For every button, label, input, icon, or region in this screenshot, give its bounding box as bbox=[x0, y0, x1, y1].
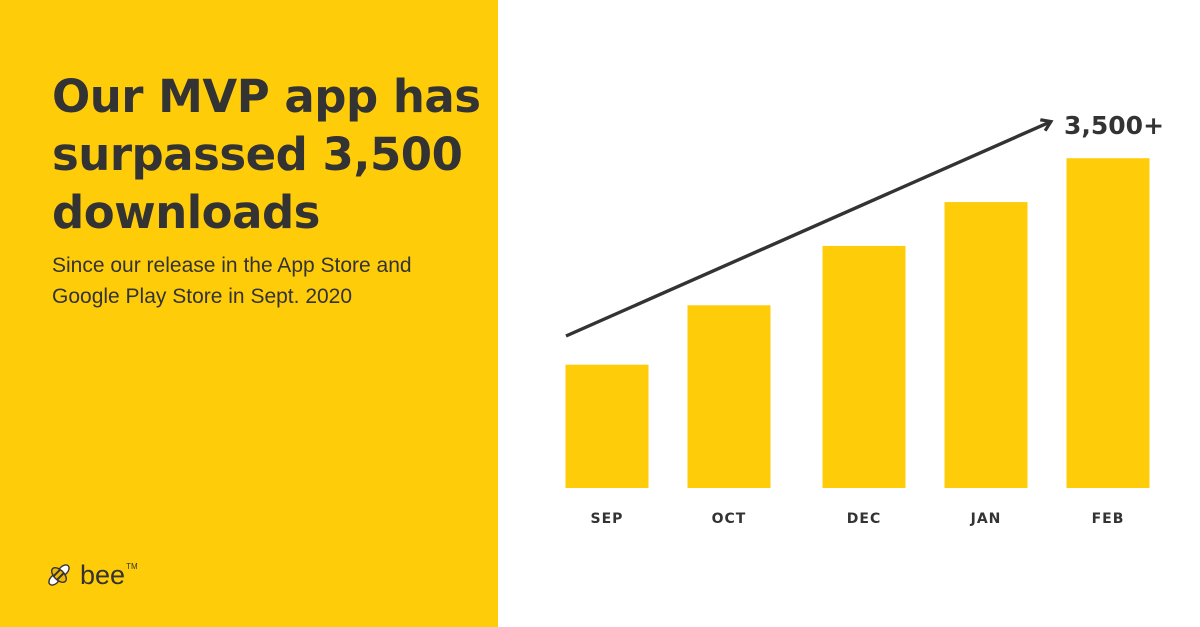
logo-text: bee bbox=[80, 560, 126, 590]
bar-feb bbox=[1066, 158, 1150, 488]
brand-logo: bee TM bbox=[44, 558, 138, 592]
category-label-sep: SEP bbox=[591, 511, 624, 527]
bar-sep bbox=[565, 364, 649, 488]
bee-icon bbox=[48, 564, 70, 586]
downloads-bar-chart: SEP OCT DEC JAN FEB 3,500+ bbox=[565, 111, 1164, 527]
total-downloads-annotation: 3,500+ bbox=[1064, 111, 1164, 140]
category-label-feb: FEB bbox=[1092, 511, 1125, 527]
category-label-oct: OCT bbox=[712, 511, 747, 527]
bar-dec bbox=[822, 245, 906, 488]
category-label-dec: DEC bbox=[847, 511, 881, 527]
bar-oct bbox=[687, 305, 771, 488]
subheadline: Since our release in the App Store and G… bbox=[52, 254, 412, 308]
left-panel: Our MVP app has surpassed 3,500 download… bbox=[0, 0, 498, 627]
bar-jan bbox=[944, 202, 1028, 489]
bars-group bbox=[565, 158, 1150, 489]
category-labels-group: SEP OCT DEC JAN FEB bbox=[591, 511, 1125, 527]
category-label-jan: JAN bbox=[970, 511, 1002, 527]
trend-arrow bbox=[565, 122, 1050, 338]
trademark-mark: TM bbox=[126, 562, 138, 571]
headline: Our MVP app has surpassed 3,500 download… bbox=[52, 70, 481, 239]
